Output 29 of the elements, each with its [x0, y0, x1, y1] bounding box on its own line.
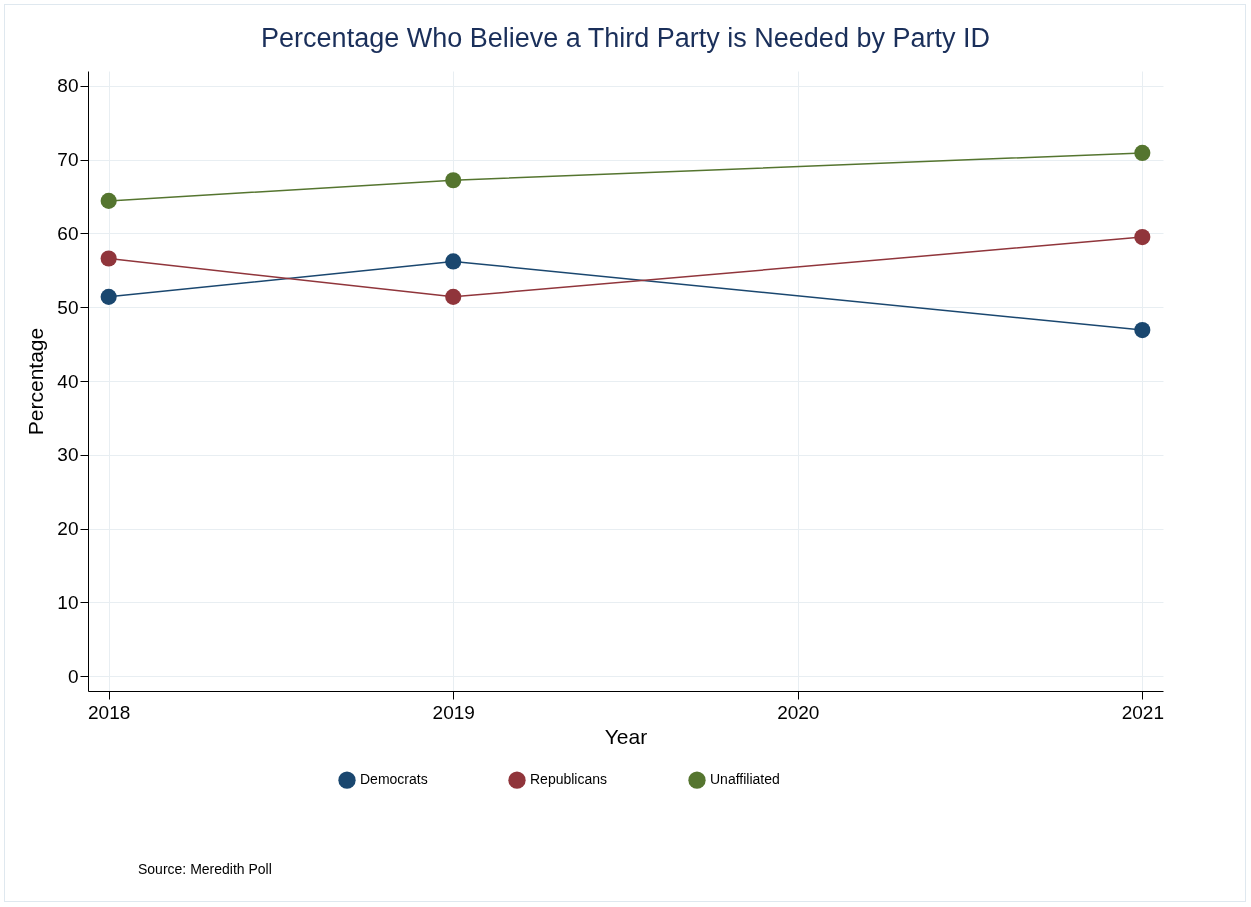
legend-label: Democrats	[360, 771, 428, 788]
point	[100, 288, 117, 305]
y-tick-label: 10	[57, 591, 79, 613]
point	[1134, 144, 1151, 161]
legend-label: Republicans	[530, 771, 608, 788]
y-tick-label: 60	[57, 222, 79, 244]
point	[445, 288, 462, 305]
y-tick-label: 70	[57, 149, 79, 171]
point	[1134, 229, 1151, 246]
y-tick-label: 40	[57, 370, 79, 392]
point	[1134, 322, 1151, 339]
chart-title: Percentage Who Believe a Third Party is Needed by Party ID	[261, 23, 990, 53]
y-tick-label: 80	[57, 75, 79, 97]
y-tick-label: 20	[57, 518, 79, 540]
point	[100, 192, 117, 209]
source-note: Source: Meredith Poll	[138, 861, 272, 877]
y-tick-label: 50	[57, 296, 79, 318]
x-tick-label: 2018	[88, 701, 131, 723]
x-tick-label: 2021	[1121, 701, 1164, 723]
y-tick-label: 0	[67, 665, 79, 687]
x-tick-label: 2020	[777, 701, 820, 723]
y-axis-title: Percentage	[24, 327, 48, 436]
point	[100, 250, 117, 267]
point	[445, 172, 462, 189]
x-tick-label: 2019	[432, 701, 475, 723]
y-tick-label: 30	[57, 444, 79, 466]
x-axis-title: Year	[604, 724, 648, 748]
legend-label: Unaffiliated	[710, 771, 780, 788]
point	[445, 253, 462, 270]
